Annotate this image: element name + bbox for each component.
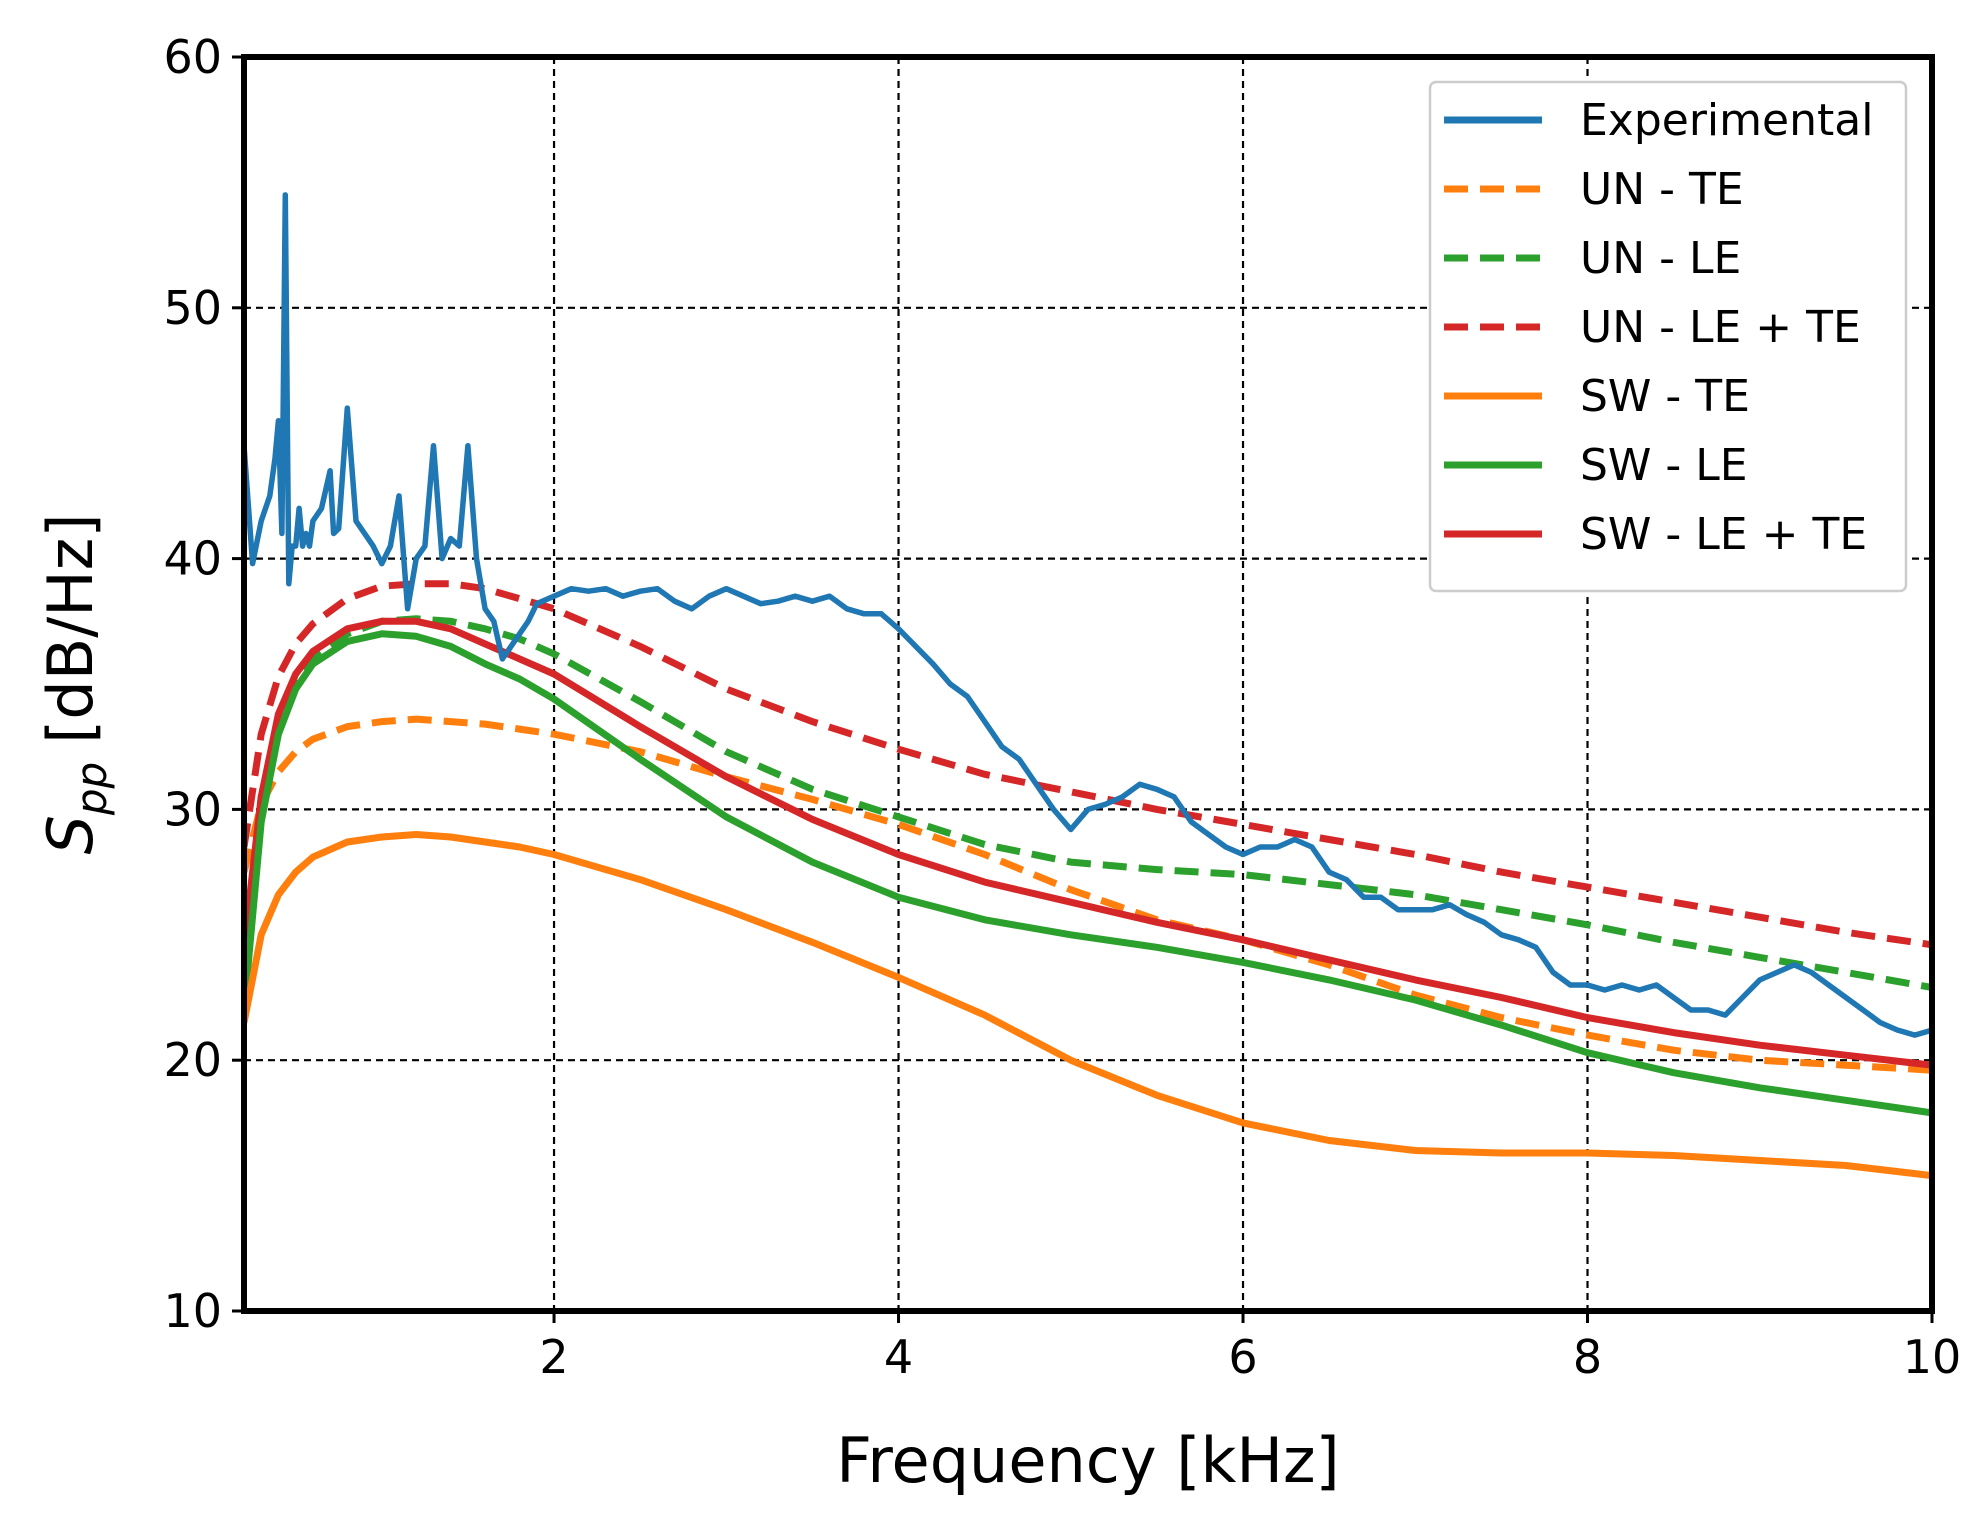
x-tick-label: 8	[1573, 1330, 1602, 1384]
legend-label: UN - TE	[1580, 164, 1744, 215]
x-tick-label: 2	[539, 1330, 568, 1384]
legend-label: UN - LE + TE	[1580, 302, 1861, 353]
series-line-un-te	[244, 715, 1932, 1074]
y-axis-subscript: pp	[67, 762, 116, 816]
y-tick-label: 60	[163, 30, 222, 84]
y-tick-label: 40	[163, 532, 222, 586]
legend-label: UN - LE	[1580, 233, 1741, 284]
legend-label: SW - LE	[1580, 440, 1748, 491]
y-tick-label: 50	[163, 281, 222, 335]
x-tick-label: 10	[1903, 1330, 1962, 1384]
series-line-experimental	[244, 192, 1932, 1038]
y-axis-title: Spp [dB/Hz]	[34, 513, 116, 854]
axis-ticks: 2 4 6 8 10 10 20 30 40 50 60	[163, 30, 1961, 1384]
series-line-sw-le-te	[244, 617, 1932, 1069]
legend-label: SW - TE	[1580, 371, 1750, 422]
series-line-un-le	[244, 615, 1932, 991]
x-tick-label: 4	[884, 1330, 913, 1384]
y-tick-label: 20	[163, 1033, 222, 1087]
y-tick-label: 30	[163, 782, 222, 836]
series-line-sw-te	[244, 831, 1932, 1180]
y-axis-unit: [dB/Hz]	[34, 513, 107, 743]
legend-box	[1428, 80, 1908, 593]
x-axis-title: Frequency [kHz]	[836, 1424, 1339, 1497]
y-tick-label: 10	[163, 1284, 222, 1338]
legend-label: Experimental	[1580, 95, 1873, 146]
series-line-un-le-te	[244, 580, 1932, 949]
series-lines	[244, 192, 1932, 1180]
plot-frame	[241, 54, 1935, 1314]
y-axis-symbol: S	[34, 815, 107, 854]
x-tick-label: 6	[1228, 1330, 1257, 1384]
legend-label: SW - LE + TE	[1580, 509, 1867, 560]
series-line-sw-le	[244, 630, 1932, 1117]
legend: Experimental UN - TE UN - LE UN - LE + TE SW…	[1428, 80, 1908, 593]
